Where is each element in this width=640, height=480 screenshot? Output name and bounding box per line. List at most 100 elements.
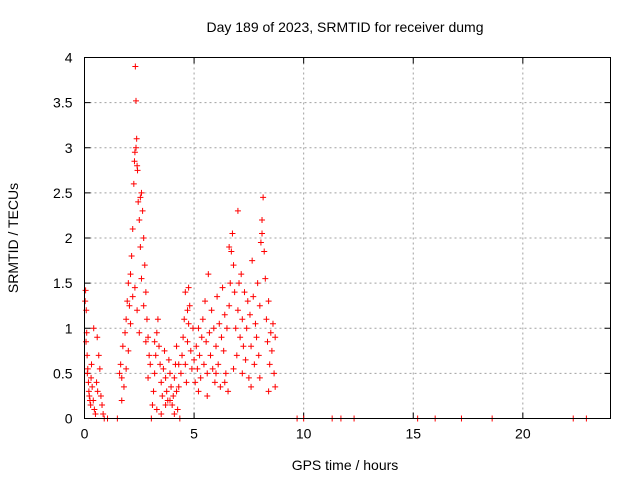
- data-point: [186, 302, 193, 309]
- data-point: [225, 388, 232, 395]
- data-point: [265, 388, 272, 395]
- data-point: [84, 370, 91, 377]
- data-point: [119, 343, 126, 350]
- data-point: [272, 383, 279, 390]
- data-point: [193, 343, 200, 350]
- data-point: [239, 316, 246, 323]
- y-tick-label: 4: [65, 50, 73, 66]
- data-point: [214, 293, 221, 300]
- data-point: [125, 347, 132, 354]
- data-point: [223, 325, 230, 332]
- data-point: [151, 338, 158, 345]
- data-point: [173, 388, 180, 395]
- data-point: [129, 225, 136, 232]
- data-point: [85, 379, 92, 386]
- data-point: [88, 361, 95, 368]
- data-point: [195, 388, 202, 395]
- data-point: [238, 271, 245, 278]
- data-point: [133, 97, 140, 104]
- data-point: [205, 271, 212, 278]
- data-point: [182, 361, 189, 368]
- data-point: [249, 257, 256, 264]
- data-point: [240, 343, 247, 350]
- data-point: [233, 352, 240, 359]
- data-point: [234, 307, 241, 314]
- y-tick-label: 3: [65, 140, 73, 156]
- data-point: [195, 325, 202, 332]
- data-point: [137, 194, 144, 201]
- data-point: [251, 361, 258, 368]
- data-point: [181, 316, 188, 323]
- data-point: [93, 379, 100, 386]
- data-point: [228, 248, 235, 255]
- data-point: [271, 370, 278, 377]
- data-point: [127, 271, 134, 278]
- data-point: [118, 397, 125, 404]
- chart-title: Day 189 of 2023, SRMTID for receiver dum…: [206, 19, 483, 35]
- data-point: [216, 320, 223, 327]
- data-point: [140, 302, 147, 309]
- data-point: [84, 352, 91, 359]
- data-point: [131, 284, 138, 291]
- data-point: [150, 388, 157, 395]
- data-point: [159, 392, 166, 399]
- data-point: [157, 361, 164, 368]
- data-point: [153, 329, 160, 336]
- x-tick-label: 0: [81, 426, 89, 442]
- data-point: [117, 361, 124, 368]
- data-point: [126, 302, 133, 309]
- data-point: [96, 365, 103, 372]
- data-point: [209, 365, 216, 372]
- data-point: [94, 388, 101, 395]
- x-tick-label: 5: [190, 426, 198, 442]
- data-point: [237, 334, 244, 341]
- data-point: [263, 316, 270, 323]
- data-point: [259, 216, 266, 223]
- data-point: [95, 352, 102, 359]
- data-point: [132, 63, 139, 70]
- y-tick-label: 1.5: [53, 275, 73, 291]
- data-point: [135, 198, 142, 205]
- data-point: [220, 347, 227, 354]
- data-point: [100, 410, 107, 417]
- data-point: [138, 275, 145, 282]
- data-point: [230, 365, 237, 372]
- axis-ticks: [84, 57, 611, 419]
- grid-lines: [84, 57, 611, 419]
- x-tick-labels: 0 5 10 15 20: [81, 426, 531, 442]
- data-point: [213, 343, 219, 350]
- data-point: [90, 325, 97, 332]
- data-point: [239, 370, 246, 377]
- data-point: [145, 374, 152, 381]
- data-point: [184, 307, 191, 314]
- data-point: [123, 365, 130, 372]
- data-point: [124, 298, 131, 305]
- data-point: [146, 352, 153, 359]
- data-point: [241, 289, 248, 296]
- data-point: [151, 370, 158, 377]
- data-point: [215, 361, 222, 368]
- data-point: [204, 392, 211, 399]
- data-point: [248, 383, 255, 390]
- data-point: [266, 361, 273, 368]
- data-point: [246, 311, 253, 318]
- data-point: [145, 334, 152, 341]
- data-point: [158, 410, 165, 417]
- data-point: [89, 383, 96, 390]
- data-point: [87, 401, 94, 408]
- data-point: [86, 392, 93, 399]
- data-point: [161, 347, 168, 354]
- data-point: [226, 302, 233, 309]
- data-point: [143, 316, 150, 323]
- data-point: [90, 397, 97, 404]
- data-point: [82, 298, 89, 305]
- data-point: [191, 356, 198, 363]
- data-point: [199, 316, 206, 323]
- data-point: [256, 302, 263, 309]
- data-point: [123, 316, 130, 323]
- data-point: [197, 374, 204, 381]
- data-point: [252, 320, 259, 327]
- data-point: [177, 370, 184, 377]
- data-point: [194, 365, 201, 372]
